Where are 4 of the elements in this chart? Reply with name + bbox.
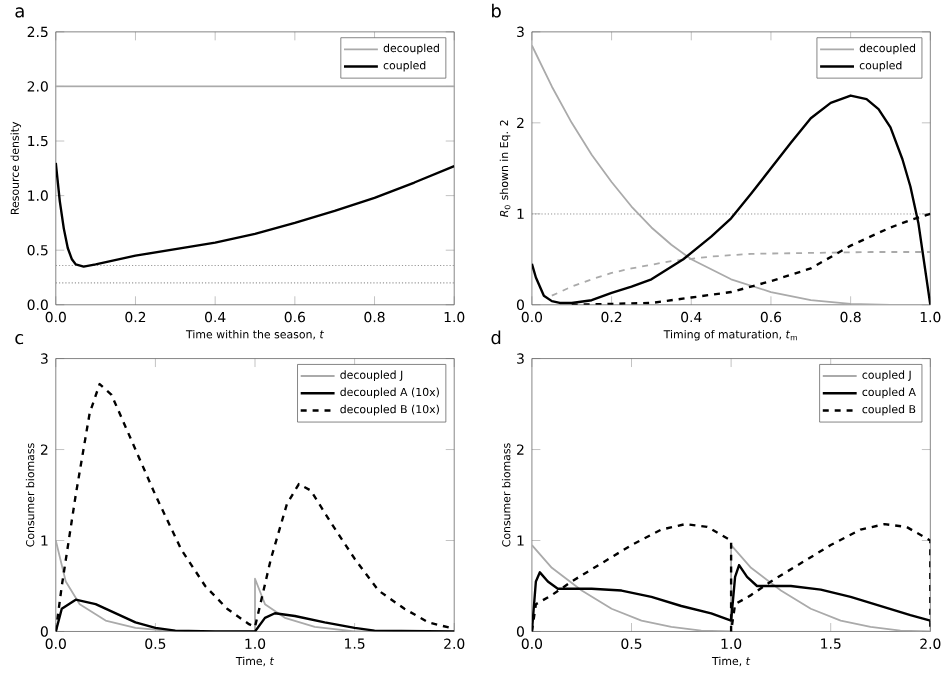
chart-title: a: [15, 7, 24, 18]
chart-title: d: [491, 330, 501, 345]
chart-title: c: [15, 334, 24, 345]
chart-title: b: [492, 4, 501, 18]
